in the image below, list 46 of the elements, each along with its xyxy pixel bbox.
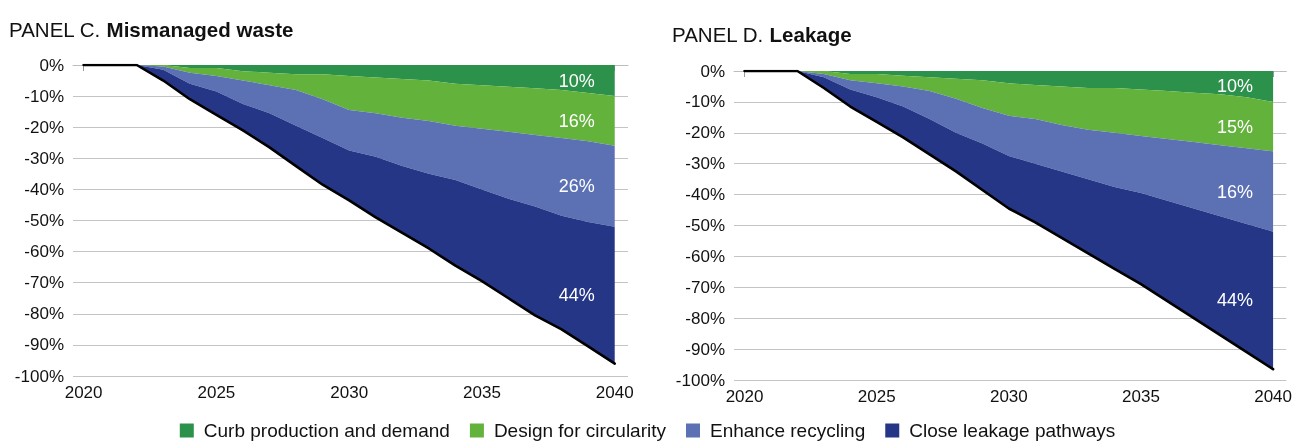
y-tick-label: 0%	[700, 61, 725, 81]
x-tick-label: 2020	[725, 387, 764, 406]
chart-title: PANEL D. Leakage	[672, 23, 852, 46]
y-tick-label: -70%	[685, 277, 725, 297]
y-tick-label: -90%	[685, 339, 725, 359]
y-tick-label: -90%	[24, 335, 64, 355]
y-tick-label: -50%	[685, 216, 725, 235]
legend-label: Curb production and demand	[203, 420, 450, 441]
annotation: 16%	[558, 110, 595, 131]
y-tick-label: -80%	[24, 304, 64, 324]
x-tick-label: 2025	[197, 383, 236, 402]
x-tick-label: 2020	[64, 383, 103, 402]
y-tick-label: -30%	[24, 148, 64, 168]
legend-label: Close leakage pathways	[909, 420, 1116, 441]
legend-label: Enhance recycling	[710, 420, 866, 441]
x-tick-label: 2025	[857, 387, 896, 406]
y-tick-label: -60%	[685, 246, 725, 266]
y-tick-label: -50%	[24, 211, 64, 230]
annotation: 26%	[558, 176, 595, 197]
annotation: 44%	[558, 285, 595, 306]
y-tick-label: -70%	[24, 273, 64, 293]
annotation: 10%	[558, 70, 595, 91]
x-tick-label: 2030	[989, 387, 1028, 406]
chart-title: PANEL C. Mismanaged waste	[9, 18, 294, 41]
y-tick-label: -40%	[24, 179, 64, 199]
y-tick-label: -30%	[685, 154, 725, 174]
x-tick-label: 2035	[463, 383, 501, 402]
annotation: 16%	[1217, 181, 1254, 202]
x-tick-label: 2035	[1122, 387, 1160, 406]
y-tick-label: -80%	[685, 308, 725, 328]
x-tick-label: 2030	[330, 383, 369, 402]
y-tick-label: -20%	[685, 123, 725, 143]
y-tick-label: 0%	[39, 55, 64, 75]
y-tick-label: -40%	[685, 185, 725, 205]
legend-label: Design for circularity	[493, 420, 667, 441]
annotation: 15%	[1217, 116, 1254, 137]
y-tick-label: -60%	[24, 242, 64, 262]
y-tick-label: -10%	[685, 92, 725, 112]
y-tick-label: -100%	[675, 370, 725, 390]
annotation: 10%	[1217, 76, 1254, 97]
annotation: 44%	[1217, 290, 1254, 311]
y-tick-label: -10%	[24, 86, 64, 106]
x-tick-label: 2040	[595, 383, 634, 402]
x-tick-label: 2040	[1254, 387, 1292, 406]
y-tick-label: -100%	[14, 366, 64, 386]
y-tick-label: -20%	[24, 117, 64, 137]
